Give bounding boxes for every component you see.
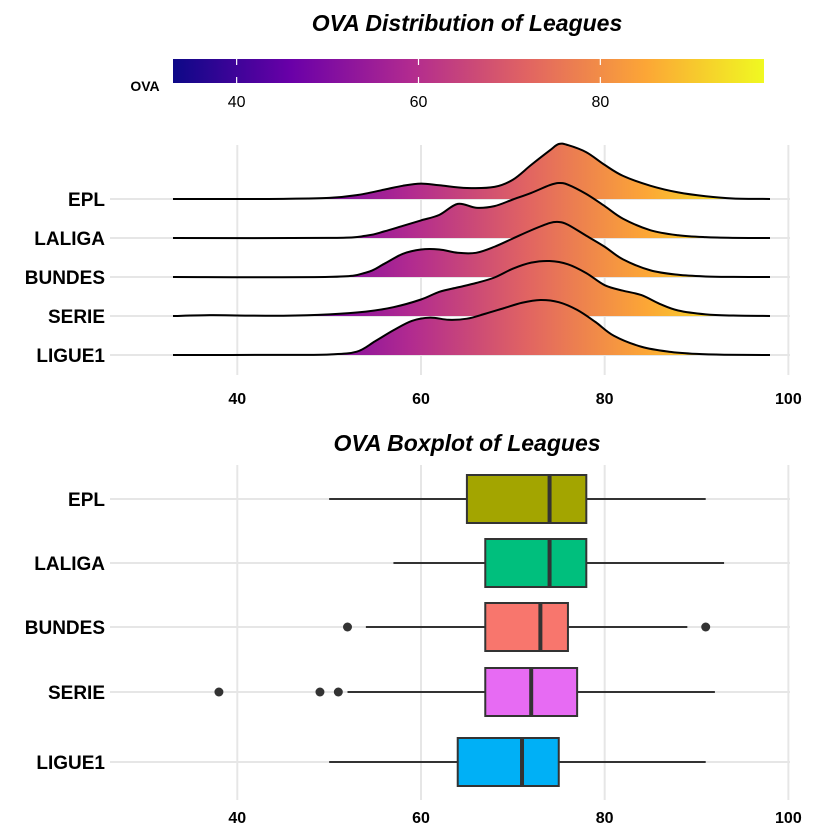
ridge-fill-epl [173, 143, 770, 200]
boxplot-ligue1 [329, 737, 706, 787]
ridgeline-title: OVA Distribution of Leagues [312, 10, 623, 36]
colorbar-gradient [173, 59, 764, 83]
boxplot-category-labels: EPL LALIGA BUNDES SERIE LIGUE1 [25, 490, 106, 774]
boxplot-grid [110, 465, 790, 800]
boxplot-x-axis: 40 60 80 100 [228, 810, 801, 827]
ridgeline-label-ligue1: LIGUE1 [36, 346, 105, 367]
box-iqr [484, 602, 569, 652]
ridgeline-label-bundes: BUNDES [25, 268, 105, 289]
ridgeline-label-laliga: LALIGA [34, 229, 105, 250]
ridge-line-epl [172, 142, 771, 201]
boxplot-title: OVA Boxplot of Leagues [333, 430, 600, 456]
ridgeline-x-tick: 100 [775, 391, 802, 408]
ridge-line-ligue1 [172, 298, 771, 356]
boxplot-x-tick: 100 [775, 810, 802, 827]
ridge-fill-serie [173, 260, 770, 316]
ridgeline-x-tick: 40 [228, 391, 246, 408]
ridge-line-laliga [172, 181, 771, 240]
box-outlier [315, 687, 325, 697]
box-iqr [484, 538, 588, 588]
ridgeline-x-axis: 40 60 80 100 [228, 391, 801, 408]
colorbar-tick-label: 40 [228, 94, 246, 111]
boxplot-laliga [393, 538, 725, 588]
boxplot-bundes [343, 602, 711, 652]
boxplot-epl [329, 474, 706, 524]
colorbar-tick-label: 60 [410, 94, 428, 111]
boxplot-series [214, 474, 725, 787]
ridge-fill-laliga [173, 182, 770, 239]
box-iqr [456, 737, 560, 787]
ridge-line-serie [172, 259, 771, 317]
box-iqr [465, 474, 588, 524]
ridge-fill-bundes [173, 221, 770, 278]
box-outlier [214, 687, 224, 697]
ridgeline-category-labels: EPL LALIGA BUNDES SERIE LIGUE1 [25, 190, 106, 367]
boxplot-label-epl: EPL [68, 490, 105, 511]
boxplot-x-tick: 60 [412, 810, 430, 827]
ridgeline-x-tick: 60 [412, 391, 430, 408]
boxplot-x-tick: 40 [228, 810, 246, 827]
ridgeline-x-tick: 80 [596, 391, 614, 408]
boxplot-label-ligue1: LIGUE1 [36, 753, 105, 774]
ridgeline-label-serie: SERIE [48, 307, 105, 328]
boxplot-x-tick: 80 [596, 810, 614, 827]
boxplot-label-serie: SERIE [48, 683, 105, 704]
boxplot-label-bundes: BUNDES [25, 618, 105, 639]
boxplot-label-laliga: LALIGA [34, 554, 105, 575]
ridge-line-bundes [172, 220, 771, 279]
boxplot-serie [214, 667, 715, 717]
ridgeline-series [172, 142, 771, 356]
colorbar-title: OVA [130, 78, 159, 94]
colorbar-tick-label: 80 [591, 94, 609, 111]
box-outlier [343, 622, 353, 632]
colorbar-ticks: 40 60 80 [228, 59, 609, 111]
ridge-fill-ligue1 [173, 299, 770, 355]
box-outlier [333, 687, 343, 697]
colorbar: OVA 40 60 80 [130, 59, 764, 111]
box-outlier [701, 622, 711, 632]
ridgeline-label-epl: EPL [68, 190, 105, 211]
